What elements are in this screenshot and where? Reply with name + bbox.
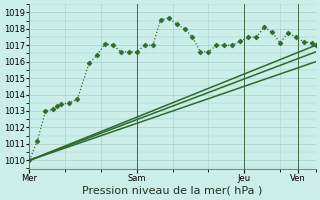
X-axis label: Pression niveau de la mer( hPa ): Pression niveau de la mer( hPa ) <box>83 186 263 196</box>
